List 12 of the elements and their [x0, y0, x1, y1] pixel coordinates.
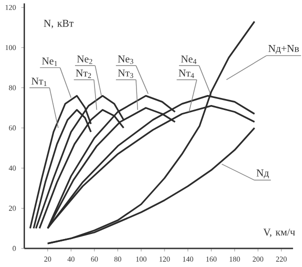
text: Nт$_{1}$: [32, 78, 47, 86]
text: Nт$_{2}$: [76, 70, 91, 78]
text: Nт$_{4}$: [178, 70, 194, 78]
text: Nт$_{3}$: [118, 70, 134, 78]
text: Ne$_{4}$: [181, 56, 196, 64]
text: Ne$_{1}$: [42, 58, 58, 66]
text: Nд: [256, 170, 269, 179]
x-axis-title: V, км/ч: [263, 228, 295, 238]
text: Nд+Nв: [268, 45, 299, 54]
text: Ne$_{2}$: [77, 56, 92, 64]
text: Ne$_{3}$: [118, 56, 134, 64]
y-axis-title: N, кВт: [44, 20, 74, 29]
